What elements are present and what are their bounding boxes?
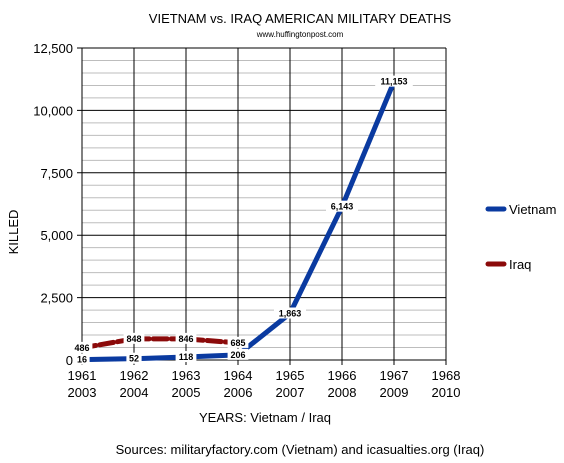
data-label-bg [227, 336, 249, 348]
y-tick-label: 12,500 [33, 41, 73, 56]
x-tick-label-bottom: 2004 [120, 385, 149, 400]
legend-label-iraq: Iraq [509, 257, 531, 272]
data-label-bg [326, 200, 358, 212]
x-tick-label-top: 1966 [328, 368, 357, 383]
y-tick-label: 2,500 [40, 291, 73, 306]
x-tick-label-bottom: 2003 [68, 385, 97, 400]
axes [81, 48, 446, 361]
x-tick-label-top: 1962 [120, 368, 149, 383]
data-label-bg [71, 341, 93, 353]
x-tick-label-bottom: 2007 [276, 385, 305, 400]
legend: Vietnam Iraq [485, 202, 556, 272]
x-tick-label-top: 1964 [224, 368, 253, 383]
data-label-bg [175, 332, 197, 344]
data-label-bg [175, 351, 197, 363]
data-label-bg [375, 75, 413, 87]
y-tick-label: 10,000 [33, 103, 73, 118]
data-label: 118 [179, 352, 194, 362]
y-tick-label: 5,000 [40, 228, 73, 243]
x-axis-ticks: 1961 2003 1962 2004 1963 2005 1964 2006 1965 2007… [68, 368, 461, 400]
data-label-bg [74, 353, 90, 365]
gridlines [77, 47, 447, 365]
data-label-bg [274, 307, 306, 319]
data-label-bg [123, 332, 145, 344]
chart-subtitle: www.huffingtonpost.com [256, 30, 344, 39]
data-labels: 16 52 118 206 1,863 6,143 11,153 486 848 846 685 [71, 75, 413, 365]
series-line-iraq [79, 336, 241, 351]
chart-title: VIETNAM vs. IRAQ AMERICAN MILITARY DEATH… [149, 11, 452, 26]
data-label: 486 [74, 343, 89, 353]
data-label-bg [227, 348, 249, 360]
data-label: 846 [178, 334, 193, 344]
data-label: 11,153 [380, 77, 407, 87]
x-tick-label-top: 1961 [68, 368, 97, 383]
data-label-bg [126, 352, 142, 364]
y-tick-label: 0 [66, 353, 73, 368]
data-label: 16 [77, 355, 87, 365]
x-tick-label-top: 1963 [172, 368, 201, 383]
x-tick-label-bottom: 2005 [172, 385, 201, 400]
x-tick-label-top: 1965 [276, 368, 305, 383]
data-label: 685 [230, 338, 245, 348]
source-note: Sources: militaryfactory.com (Vietnam) a… [116, 442, 485, 457]
x-tick-label-bottom: 2009 [380, 385, 409, 400]
x-tick-label-top: 1968 [432, 368, 461, 383]
x-tick-label-top: 1967 [380, 368, 409, 383]
y-tick-label: 7,500 [40, 166, 73, 181]
y-axis-title: KILLED [6, 210, 21, 255]
data-label: 6,143 [331, 202, 354, 212]
x-tick-label-bottom: 2006 [224, 385, 253, 400]
data-label: 848 [126, 334, 141, 344]
x-tick-label-bottom: 2010 [432, 385, 461, 400]
y-axis-ticks: 0 2,500 5,000 7,500 10,000 12,500 [33, 41, 73, 368]
data-label: 1,863 [279, 308, 302, 318]
data-label: 52 [129, 354, 139, 364]
x-tick-label-bottom: 2008 [328, 385, 357, 400]
legend-label-vietnam: Vietnam [509, 202, 556, 217]
data-label: 206 [230, 350, 245, 360]
x-axis-title: YEARS: Vietnam / Iraq [199, 410, 331, 425]
